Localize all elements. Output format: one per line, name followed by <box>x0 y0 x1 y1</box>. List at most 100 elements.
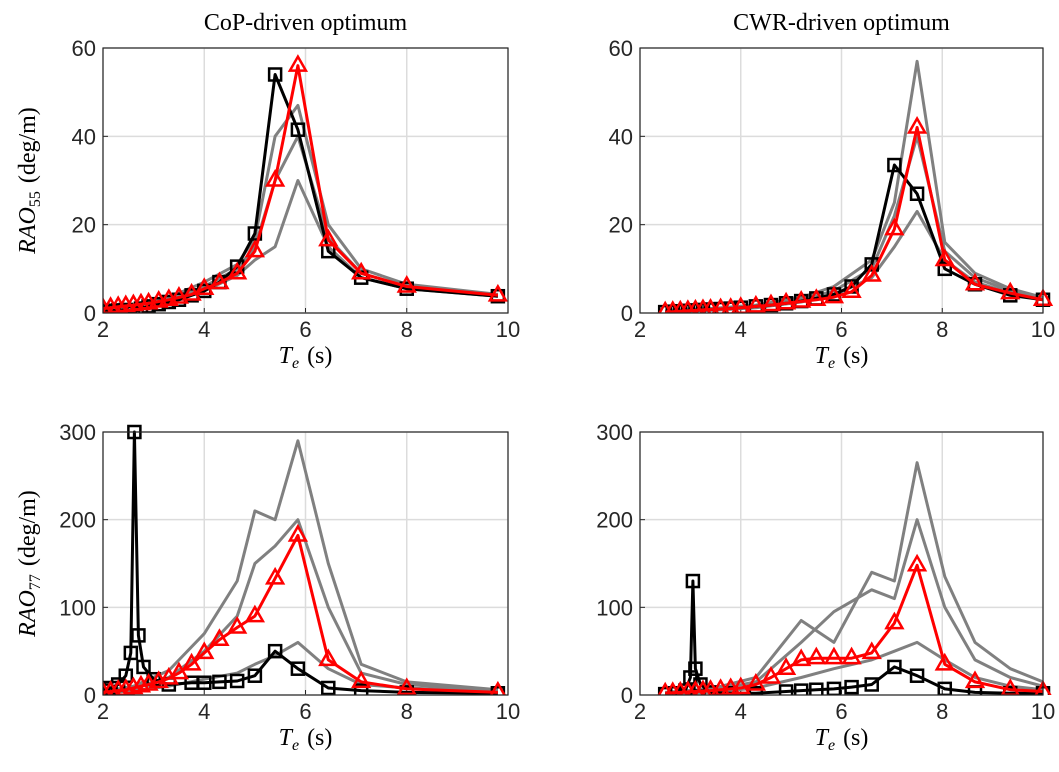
panel-title: CWR-driven optimum <box>733 10 950 36</box>
triangle-marker <box>318 648 339 667</box>
y-tick-label: 0 <box>84 301 96 326</box>
square-marker <box>321 680 336 695</box>
label-symbol: T <box>279 725 294 751</box>
triangle-marker <box>806 646 827 665</box>
triangle-marker <box>1034 679 1052 695</box>
triangle-marker <box>934 248 955 267</box>
triangle-marker <box>168 286 190 304</box>
y-tick-label: 200 <box>59 508 96 533</box>
triangle-marker <box>351 670 372 689</box>
triangle-marker <box>775 657 797 675</box>
triangle-marker <box>964 272 986 291</box>
y-tick-label: 60 <box>72 36 96 61</box>
x-tick-label: 6 <box>299 699 311 724</box>
plot-lines <box>103 424 506 695</box>
triangle-marker <box>264 168 286 187</box>
label-unit: (s) <box>843 725 868 751</box>
triangle-marker <box>264 566 286 585</box>
square-marker <box>809 682 824 695</box>
x-tick-label: 10 <box>496 317 520 342</box>
label-unit: (s) <box>843 343 868 369</box>
square-marker <box>267 643 283 659</box>
square-marker <box>353 683 369 695</box>
x-tick-label: 4 <box>735 699 747 724</box>
triangle-marker <box>1000 281 1021 300</box>
panel: 2 4 6 8 10 0 20 40 60 CWR-driven optimum Te (s) <box>609 10 1056 372</box>
y-axis-label: RAO77 (deg/m) <box>15 490 44 638</box>
triangle-marker <box>194 277 215 295</box>
triangle-marker <box>841 280 862 299</box>
plot-lines <box>657 461 1052 695</box>
triangle-marker <box>934 652 955 671</box>
x-tick-label: 10 <box>496 699 520 724</box>
plot-lines <box>657 59 1054 313</box>
y-tick-label: 0 <box>621 301 633 326</box>
triangle-marker <box>287 54 309 72</box>
triangle-marker <box>861 641 882 660</box>
triangle-marker <box>209 628 230 647</box>
x-tick-label: 8 <box>401 699 413 724</box>
square-marker <box>887 157 902 173</box>
triangle-marker <box>906 115 928 134</box>
axes-box <box>639 431 1044 696</box>
triangle-marker <box>745 672 767 691</box>
y-tick-label: 0 <box>84 683 96 708</box>
x-tick-label: 2 <box>97 317 109 342</box>
x-tick-label: 2 <box>97 699 109 724</box>
triangle-marker <box>396 677 417 695</box>
square-marker <box>909 668 925 683</box>
square-marker <box>844 679 859 695</box>
y-tick-label: 300 <box>596 420 633 445</box>
y-tick-label: 20 <box>609 213 633 238</box>
triangle-marker <box>791 289 812 308</box>
triangle-marker <box>701 297 720 313</box>
triangle-marker <box>775 291 797 310</box>
panel: 2 4 6 8 10 0 20 40 60 CoP-driven optimum Te (s) RAO5… <box>15 10 520 372</box>
x-axis-label: Te (s) <box>279 343 333 372</box>
label-subscript: e <box>828 737 835 754</box>
axes-box <box>639 47 1044 314</box>
y-tick-label: 100 <box>59 595 96 620</box>
label-unit: (s) <box>307 725 332 751</box>
label-subscript: e <box>828 355 835 372</box>
triangle-marker <box>884 217 905 236</box>
label-symbol: T <box>815 725 830 751</box>
triangle-marker <box>168 661 190 680</box>
x-tick-label: 2 <box>634 699 646 724</box>
x-tick-label: 8 <box>936 317 948 342</box>
label-unit: (s) <box>307 343 332 369</box>
square-marker <box>887 659 902 675</box>
triangle-marker <box>181 652 202 671</box>
square-marker <box>212 674 227 690</box>
axes-box <box>102 431 509 696</box>
triangle-marker <box>318 228 339 247</box>
y-tick-label: 100 <box>596 595 633 620</box>
triangle-marker <box>227 615 248 634</box>
y-tick-label: 60 <box>609 36 633 61</box>
square-marker <box>909 186 925 201</box>
y-tick-label: 40 <box>72 124 96 149</box>
y-tick-label: 200 <box>596 508 633 533</box>
triangle-marker <box>209 271 230 290</box>
series-line <box>103 430 498 695</box>
x-axis-label: Te (s) <box>815 343 869 372</box>
y-tick-label: 300 <box>59 420 96 445</box>
x-tick-label: 6 <box>835 317 847 342</box>
y-tick-label: 40 <box>609 124 633 149</box>
series-line <box>103 439 499 693</box>
square-marker <box>267 67 283 82</box>
triangle-marker <box>244 239 266 258</box>
triangle-marker <box>823 285 845 304</box>
triangle-marker <box>227 261 248 280</box>
label-subscript: 77 <box>27 574 44 590</box>
series-line <box>665 461 1044 694</box>
triangle-marker <box>730 676 751 695</box>
triangle-marker <box>841 646 862 665</box>
x-tick-label: 6 <box>835 699 847 724</box>
triangle-marker <box>823 646 845 665</box>
triangle-marker <box>760 665 782 684</box>
square-marker <box>247 668 263 683</box>
